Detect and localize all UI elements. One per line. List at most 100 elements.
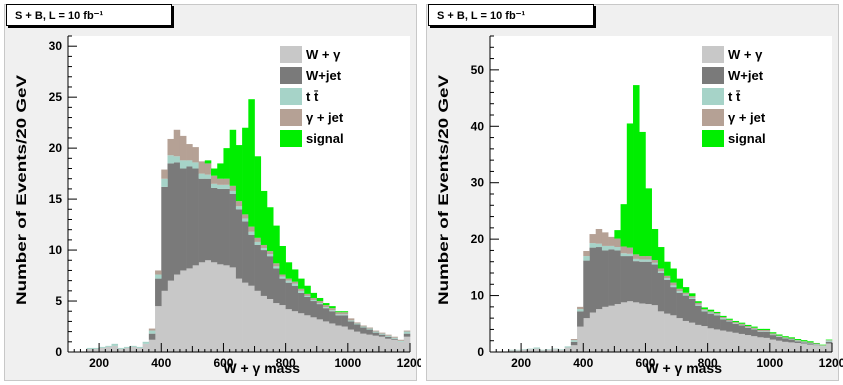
bar bbox=[192, 162, 199, 169]
bar bbox=[329, 311, 336, 324]
x-tick-label: 600 bbox=[635, 356, 655, 370]
bar bbox=[266, 251, 274, 255]
bar bbox=[670, 285, 677, 288]
bar bbox=[242, 214, 249, 219]
series-3 bbox=[148, 129, 411, 341]
bar bbox=[813, 343, 820, 345]
bar bbox=[310, 292, 318, 298]
bar bbox=[726, 321, 733, 332]
bar bbox=[372, 332, 380, 336]
bar bbox=[651, 262, 659, 265]
bar bbox=[645, 259, 652, 262]
bar bbox=[794, 339, 802, 341]
bar bbox=[570, 345, 578, 352]
bar bbox=[527, 349, 534, 352]
bar bbox=[403, 333, 411, 337]
bar bbox=[608, 305, 615, 352]
bar bbox=[732, 323, 740, 333]
bar bbox=[86, 348, 94, 352]
bar bbox=[788, 337, 795, 339]
bar bbox=[651, 228, 659, 261]
y-tick-label: 50 bbox=[471, 63, 485, 77]
bar bbox=[99, 347, 106, 352]
bar bbox=[813, 344, 820, 346]
bar bbox=[720, 318, 727, 320]
bar bbox=[589, 247, 597, 313]
bar bbox=[335, 325, 342, 352]
bar bbox=[626, 123, 634, 248]
legend-swatch bbox=[280, 88, 302, 105]
bar bbox=[769, 333, 777, 335]
bar bbox=[639, 261, 646, 304]
bar bbox=[633, 261, 640, 303]
bar bbox=[819, 345, 827, 346]
bar bbox=[757, 328, 764, 330]
bar bbox=[626, 247, 634, 254]
bar bbox=[807, 342, 814, 344]
bar bbox=[701, 310, 708, 312]
bar bbox=[273, 303, 280, 352]
bar bbox=[657, 311, 665, 352]
bar bbox=[744, 335, 752, 352]
bar bbox=[86, 347, 94, 349]
bar bbox=[148, 339, 156, 352]
bar bbox=[664, 278, 671, 280]
bar bbox=[341, 314, 349, 316]
x-tick-label: 200 bbox=[89, 356, 109, 370]
bar bbox=[266, 256, 274, 299]
bar bbox=[211, 175, 218, 184]
bar bbox=[391, 339, 398, 352]
bar bbox=[192, 265, 199, 352]
y-tick-label: 30 bbox=[49, 39, 63, 53]
bar bbox=[211, 183, 218, 188]
bar bbox=[123, 347, 131, 352]
bar bbox=[360, 325, 367, 327]
bar bbox=[397, 340, 405, 342]
bar bbox=[751, 326, 758, 328]
bar bbox=[670, 287, 677, 316]
y-axis-title: Number of Events/20 GeV bbox=[13, 74, 29, 305]
bar bbox=[173, 162, 181, 275]
bar bbox=[391, 338, 398, 340]
bar bbox=[366, 329, 373, 335]
bar bbox=[136, 347, 143, 352]
bar bbox=[825, 339, 833, 341]
bar bbox=[633, 258, 640, 262]
bar bbox=[713, 315, 721, 330]
bar bbox=[726, 319, 733, 321]
bar bbox=[682, 320, 690, 352]
bar bbox=[248, 285, 255, 352]
bar bbox=[751, 329, 758, 337]
bar bbox=[514, 349, 522, 351]
bar bbox=[726, 318, 733, 320]
bar bbox=[788, 339, 795, 343]
bar bbox=[707, 313, 715, 329]
legend-label: W + γ bbox=[728, 47, 763, 62]
bar bbox=[111, 343, 119, 346]
legend-swatch bbox=[280, 109, 302, 126]
bar bbox=[242, 221, 249, 283]
bar bbox=[316, 304, 324, 320]
bar bbox=[682, 295, 690, 321]
bar bbox=[304, 315, 311, 352]
bar bbox=[117, 348, 125, 352]
bar bbox=[769, 334, 777, 336]
legend-swatch bbox=[280, 130, 302, 147]
bar bbox=[329, 306, 336, 309]
bar bbox=[341, 326, 349, 352]
bar bbox=[235, 145, 243, 202]
bar bbox=[378, 332, 386, 334]
bar bbox=[316, 319, 324, 352]
bar bbox=[794, 340, 802, 342]
bar bbox=[204, 163, 212, 175]
legend-label: signal bbox=[306, 131, 344, 146]
bar bbox=[291, 269, 299, 282]
bar bbox=[800, 340, 808, 342]
bar bbox=[564, 347, 572, 352]
bar bbox=[601, 245, 609, 251]
bar bbox=[211, 168, 218, 176]
x-tick-label: 800 bbox=[276, 356, 296, 370]
bar bbox=[366, 327, 373, 329]
bar bbox=[825, 340, 833, 341]
bar bbox=[664, 279, 671, 314]
